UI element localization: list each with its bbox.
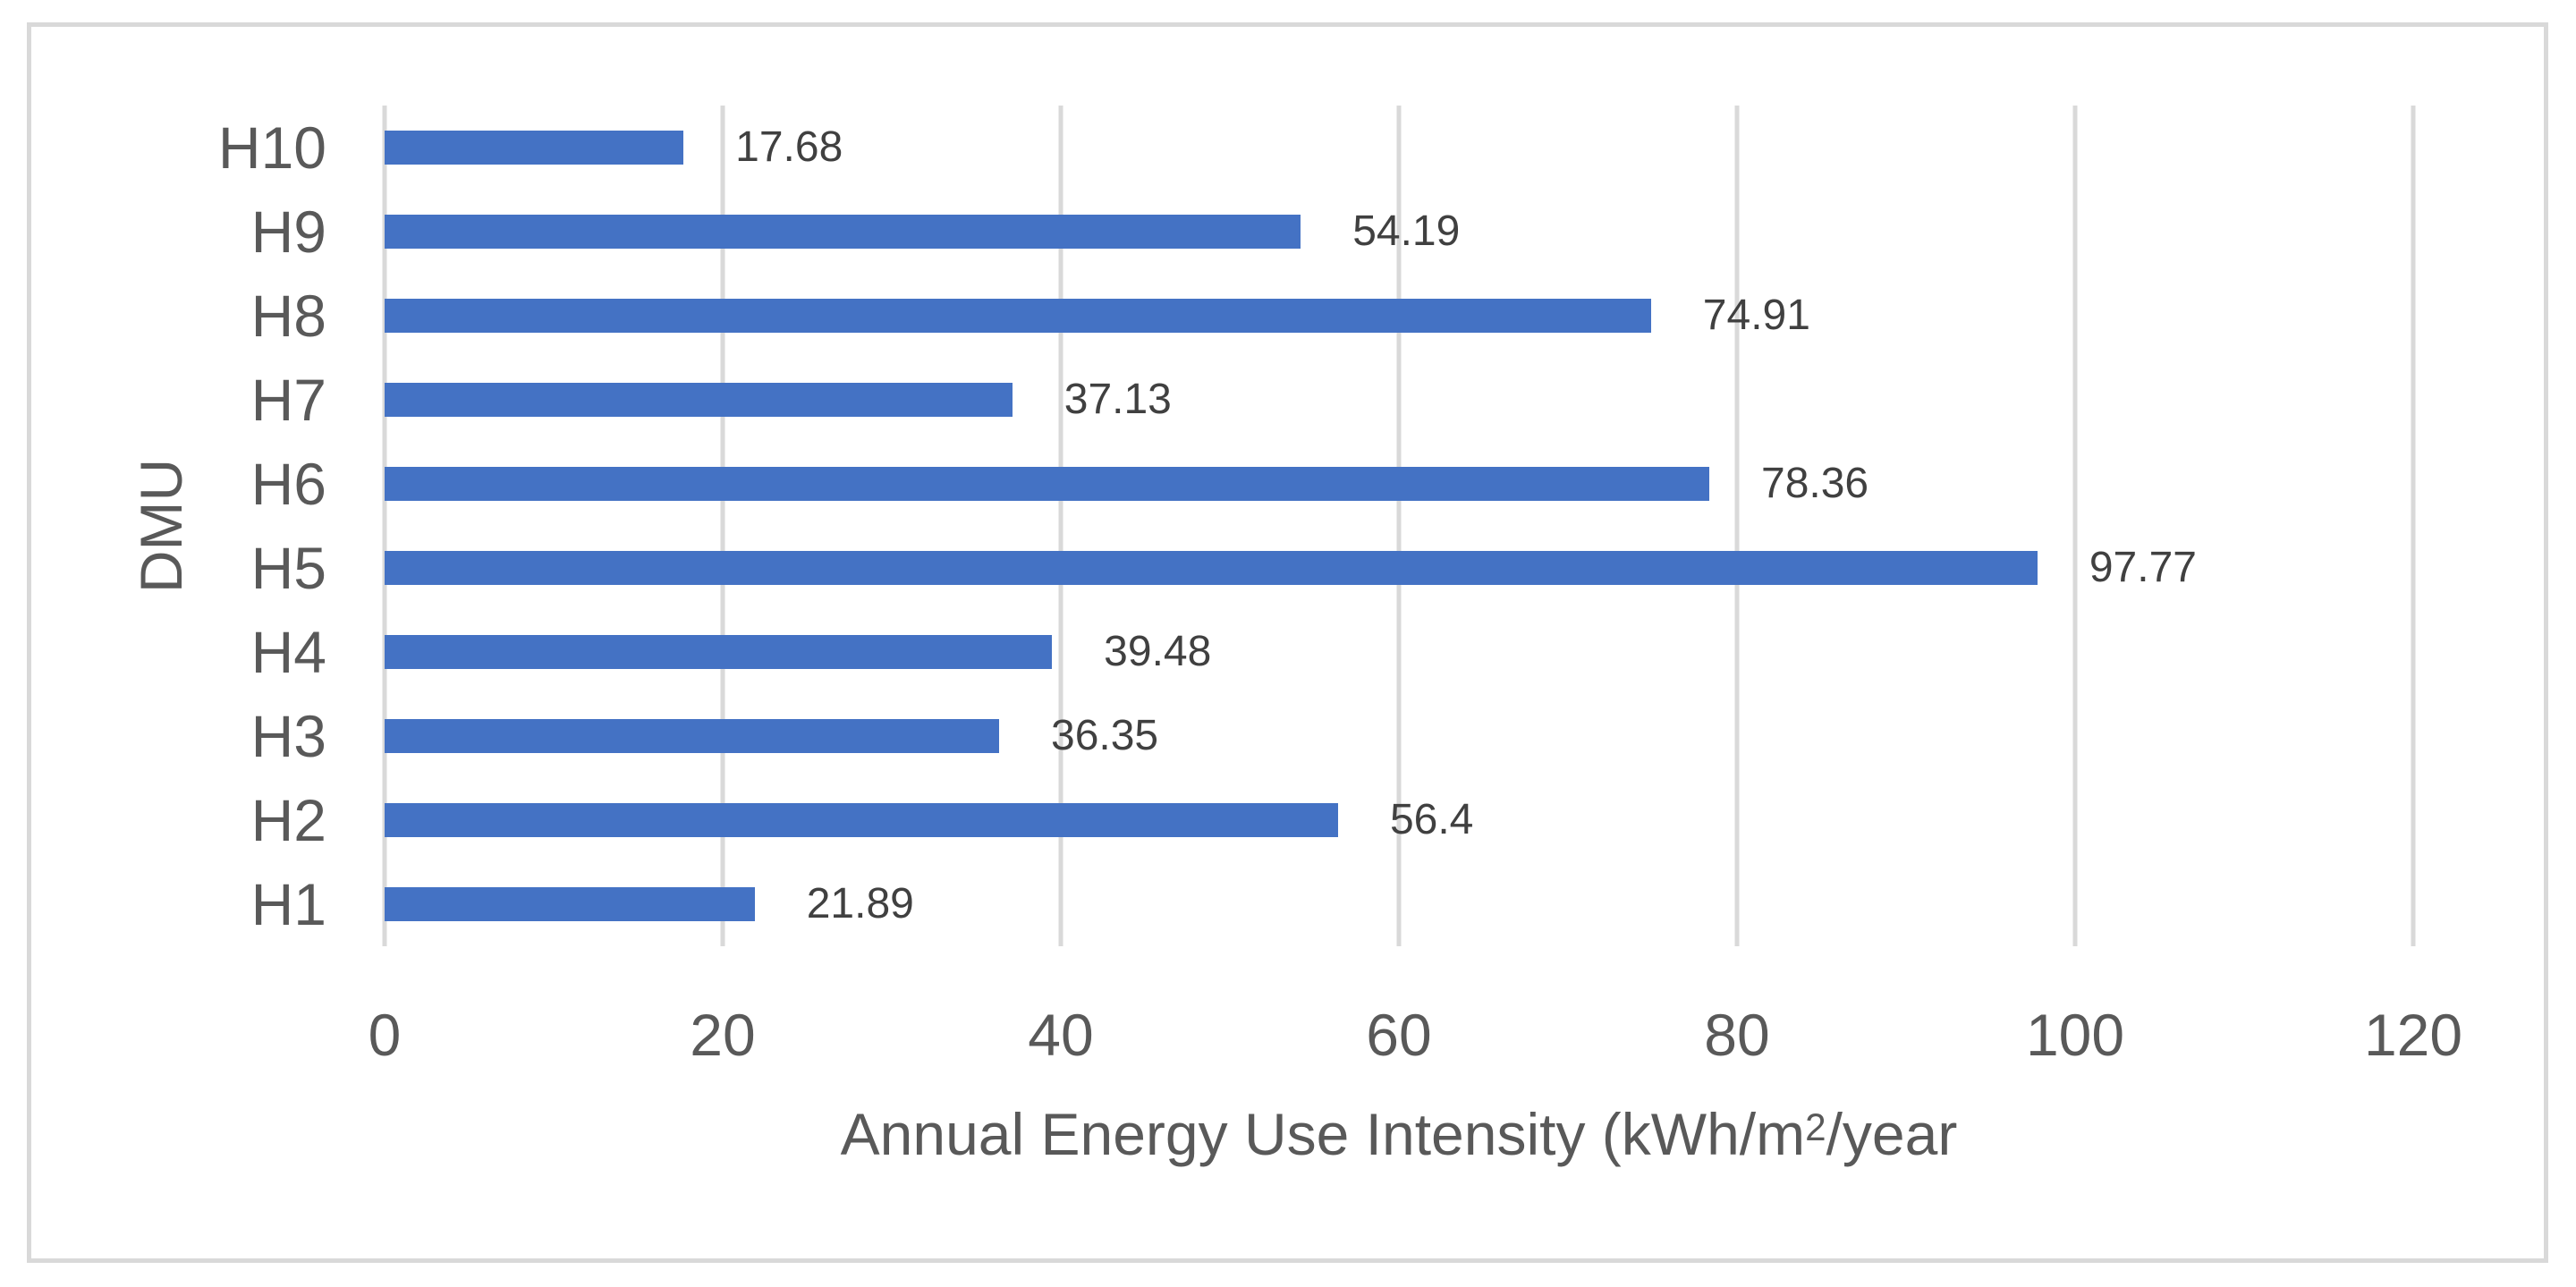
category-label-h7: H7 <box>250 367 326 433</box>
bar-row: 36.35 <box>385 694 2413 778</box>
x-axis-title: Annual Energy Use Intensity (kWh/m2/year <box>385 1102 2413 1174</box>
x-axis-title-suffix: /year <box>1826 1101 1958 1167</box>
bar-value-label: 78.36 <box>1761 460 1869 507</box>
bar-value-label: 54.19 <box>1352 207 1461 255</box>
category-label-h6: H6 <box>250 451 326 517</box>
category-axis-labels: H10 H9 H8 H7 H6 H5 H4 H3 H2 H1 <box>54 106 326 946</box>
gridline <box>2072 106 2078 946</box>
bar-value-label: 17.68 <box>735 123 843 171</box>
bar-h8 <box>385 299 1651 333</box>
x-axis-title-superscript: 2 <box>1805 1105 1826 1148</box>
gridline <box>1734 106 1740 946</box>
value-axis-labels: 0 20 40 60 80 100 120 <box>369 1002 2462 1068</box>
bar-row: 17.68 <box>385 106 2413 190</box>
bar-value-label: 97.77 <box>2089 544 2197 591</box>
bar-value-label: 56.4 <box>1389 796 1474 843</box>
bar-row: 56.4 <box>385 778 2413 862</box>
bar-row: 74.91 <box>385 274 2413 358</box>
category-label-h8: H8 <box>250 283 326 349</box>
category-label-h4: H4 <box>250 619 326 685</box>
plot-area: 17.68 54.19 74.91 37.13 78.36 97.77 39.48 36.35… <box>382 106 2416 946</box>
category-label-h5: H5 <box>250 535 326 601</box>
bar-h5 <box>385 551 2038 585</box>
category-label-h3: H3 <box>250 703 326 769</box>
x-tick-label: 60 <box>1366 1002 1432 1068</box>
x-tick-label: 80 <box>1704 1002 1770 1068</box>
x-tick-label: 120 <box>2363 1002 2463 1068</box>
bar-value-label: 37.13 <box>1063 376 1172 423</box>
bar-value-label: 21.89 <box>806 880 914 927</box>
gridline <box>1396 106 1402 946</box>
bar-h6 <box>385 467 1709 501</box>
category-label-h2: H2 <box>250 787 326 853</box>
bar-h4 <box>385 635 1053 669</box>
gridline <box>382 106 387 946</box>
category-label-h1: H1 <box>250 871 326 937</box>
bar-value-label: 74.91 <box>1702 292 1810 339</box>
x-axis-title-text: Annual Energy Use Intensity (kWh/m <box>840 1101 1806 1167</box>
category-label-h9: H9 <box>250 199 326 265</box>
bar-row: 97.77 <box>385 526 2413 610</box>
bar-value-label: 39.48 <box>1104 628 1212 675</box>
gridline <box>720 106 725 946</box>
bar-row: 39.48 <box>385 610 2413 694</box>
bar-row: 54.19 <box>385 190 2413 274</box>
bar-h2 <box>385 803 1338 837</box>
gridline <box>2411 106 2416 946</box>
x-tick-label: 40 <box>1028 1002 1094 1068</box>
bar-h9 <box>385 215 1301 249</box>
bar-h3 <box>385 719 999 753</box>
bar-h10 <box>385 131 684 165</box>
bar-value-label: 36.35 <box>1051 712 1159 759</box>
x-tick-label: 0 <box>368 1002 402 1068</box>
category-label-h10: H10 <box>217 114 326 181</box>
bar-h7 <box>385 383 1013 417</box>
x-tick-label: 100 <box>2025 1002 2125 1068</box>
bar-row: 78.36 <box>385 442 2413 526</box>
bar-row: 21.89 <box>385 862 2413 946</box>
gridline <box>1058 106 1063 946</box>
x-tick-label: 20 <box>690 1002 756 1068</box>
bar-h1 <box>385 887 755 921</box>
bar-row: 37.13 <box>385 358 2413 442</box>
